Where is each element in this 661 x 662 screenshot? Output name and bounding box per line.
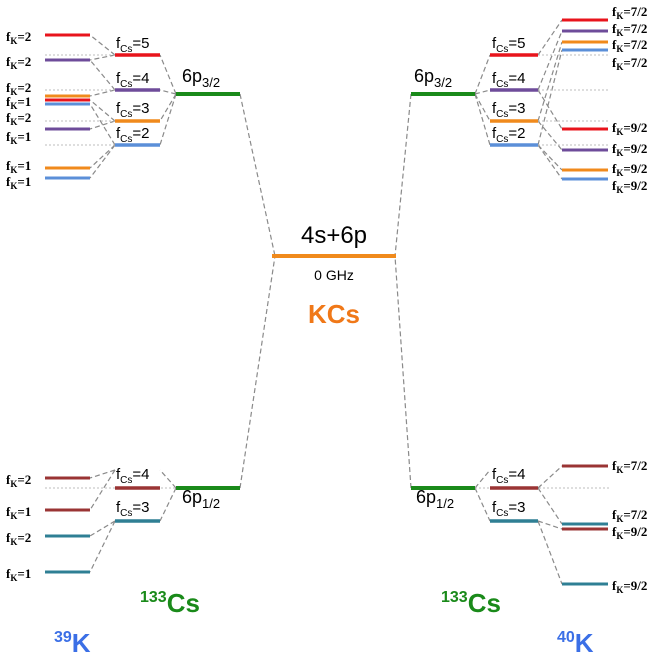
right-fcs2-label: fCs=2 (492, 125, 526, 145)
right-cs-isotope-label: 133Cs (441, 588, 501, 618)
left-fcs3-label: fCs=3 (116, 100, 150, 120)
left-fk-lower-label: fK=1 (6, 566, 31, 583)
connector-lines (45, 19, 610, 585)
right-fk-lower-label: fK=7/2 (612, 507, 647, 524)
center-state-label: 4s+6p (301, 222, 367, 249)
isotope-labels: 133Cs 39K 133Cs 40K (54, 588, 594, 658)
right-fk-lower-label: fK=7/2 (612, 458, 647, 475)
left-fk-label: fK=2 (6, 29, 31, 46)
left-cs-isotope-label: 133Cs (140, 588, 200, 618)
left-fcs4-label: fCs=4 (116, 70, 150, 90)
right-fcs3-lower-label: fCs=3 (492, 499, 526, 519)
p-levels: 6p3/2 6p1/2 6p3/2 6p1/2 (176, 66, 475, 511)
left-fk-label: fK=1 (6, 94, 31, 111)
left-fk-lower-label: fK=2 (6, 472, 31, 489)
right-fk-lower-label: fK=9/2 (612, 578, 647, 595)
right-fk-label: fK=9/2 (612, 141, 647, 158)
right-fk-label: fK=7/2 (612, 37, 647, 54)
right-fk-label: fK=7/2 (612, 21, 647, 38)
left-fk-label: fK=1 (6, 174, 31, 191)
left-fk-label: fK=2 (6, 54, 31, 71)
left-fk-levels: fK=2 fK=2 fK=2 fK=1 fK=2 fK=1 fK=1 fK=1 … (6, 29, 90, 583)
left-fk-label: fK=2 (6, 80, 31, 97)
right-fk-label: fK=7/2 (612, 4, 647, 21)
right-6p32-label: 6p3/2 (414, 66, 452, 90)
left-fk-lower-label: fK=1 (6, 504, 31, 521)
left-fcs-levels: fCs=5 fCs=4 fCs=3 fCs=2 fCs=4 fCs=3 (115, 35, 160, 523)
left-fcs2-label: fCs=2 (116, 125, 150, 145)
right-fcs5-label: fCs=5 (492, 35, 526, 55)
kcs-molecule-label: KCs (308, 299, 360, 329)
center-energy-label: 0 GHz (314, 267, 354, 283)
left-k-isotope-label: 39K (54, 628, 91, 658)
right-fcs4-lower-label: fCs=4 (492, 466, 526, 486)
left-6p12-label: 6p1/2 (182, 487, 220, 511)
left-fcs4-lower-label: fCs=4 (116, 466, 150, 486)
left-fk-label: fK=1 (6, 158, 31, 175)
right-fcs3-label: fCs=3 (492, 100, 526, 120)
left-fcs3-lower-label: fCs=3 (116, 499, 150, 519)
right-fk-label: fK=9/2 (612, 178, 647, 195)
right-fk-label: fK=7/2 (612, 55, 647, 72)
right-fk-label: fK=9/2 (612, 161, 647, 178)
right-fk-label: fK=9/2 (612, 120, 647, 137)
right-fk-levels: fK=7/2 fK=7/2 fK=7/2 fK=7/2 fK=9/2 fK=9/… (562, 4, 647, 595)
right-fk-lower-label: fK=9/2 (612, 524, 647, 541)
center-block: 4s+6p 0 GHz KCs (272, 222, 396, 329)
left-fk-label: fK=1 (6, 129, 31, 146)
right-fcs-levels: fCs=5 fCs=4 fCs=3 fCs=2 fCs=4 fCs=3 (490, 35, 538, 523)
left-fk-lower-label: fK=2 (6, 530, 31, 547)
right-k-isotope-label: 40K (557, 628, 594, 658)
right-6p12-label: 6p1/2 (416, 487, 454, 511)
left-fk-label: fK=2 (6, 110, 31, 127)
right-fcs4-label: fCs=4 (492, 70, 526, 90)
left-6p32-label: 6p3/2 (182, 66, 220, 90)
left-fcs5-label: fCs=5 (116, 35, 150, 55)
